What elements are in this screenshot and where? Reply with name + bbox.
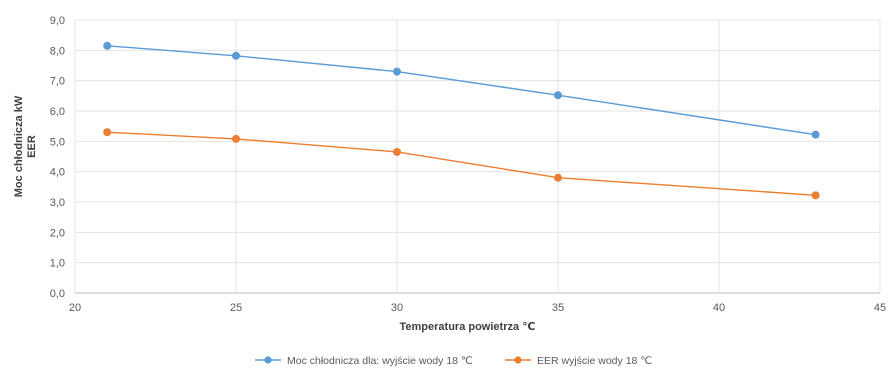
legend-item-1: Moc chłodnicza dla: wyjście wody 18 ℃ bbox=[255, 355, 473, 367]
y-tick-label: 8,0 bbox=[50, 45, 65, 57]
y-tick-label: 1,0 bbox=[50, 258, 65, 270]
y-tick-label: 7,0 bbox=[50, 76, 65, 88]
y-tick-label: 4,0 bbox=[50, 167, 65, 179]
x-tick-label: 20 bbox=[69, 302, 81, 314]
series-1-point bbox=[393, 67, 401, 76]
series-1-point bbox=[554, 91, 562, 100]
y-tick-label: 0,0 bbox=[50, 288, 65, 300]
legend-swatch-marker bbox=[264, 356, 272, 364]
series-2-point bbox=[103, 128, 112, 137]
x-tick-label: 30 bbox=[391, 302, 403, 314]
legend-label: EER wyjście wody 18 ℃ bbox=[537, 355, 652, 367]
series-2-point bbox=[232, 134, 240, 143]
y-tick-label: 9,0 bbox=[50, 15, 65, 27]
x-tick-label: 25 bbox=[230, 302, 242, 314]
y-axis-title: Moc chłodnicza kW bbox=[13, 95, 25, 197]
legend-swatch-marker bbox=[514, 356, 522, 364]
x-tick-label: 45 bbox=[874, 302, 886, 314]
y-tick-label: 2,0 bbox=[50, 227, 65, 239]
series-1-point bbox=[811, 130, 820, 139]
y-axis-title-secondary: EER bbox=[26, 135, 38, 158]
series-line-1 bbox=[107, 45, 816, 136]
legend-label: Moc chłodnicza dla: wyjście wody 18 ℃ bbox=[287, 355, 473, 367]
series-2-point bbox=[393, 147, 401, 156]
x-tick-label: 35 bbox=[552, 302, 564, 314]
y-tick-label: 6,0 bbox=[50, 106, 65, 118]
series-2-point bbox=[811, 191, 820, 200]
series-1-point bbox=[103, 41, 112, 50]
y-tick-label: 3,0 bbox=[50, 197, 65, 209]
legend-item-2: EER wyjście wody 18 ℃ bbox=[505, 355, 652, 367]
x-tick-label: 40 bbox=[713, 302, 725, 314]
series-2-point bbox=[554, 173, 562, 182]
series-1-point bbox=[232, 51, 240, 60]
x-axis-title: Temperatura powietrza ℃ bbox=[400, 321, 536, 333]
y-tick-label: 5,0 bbox=[50, 136, 65, 148]
